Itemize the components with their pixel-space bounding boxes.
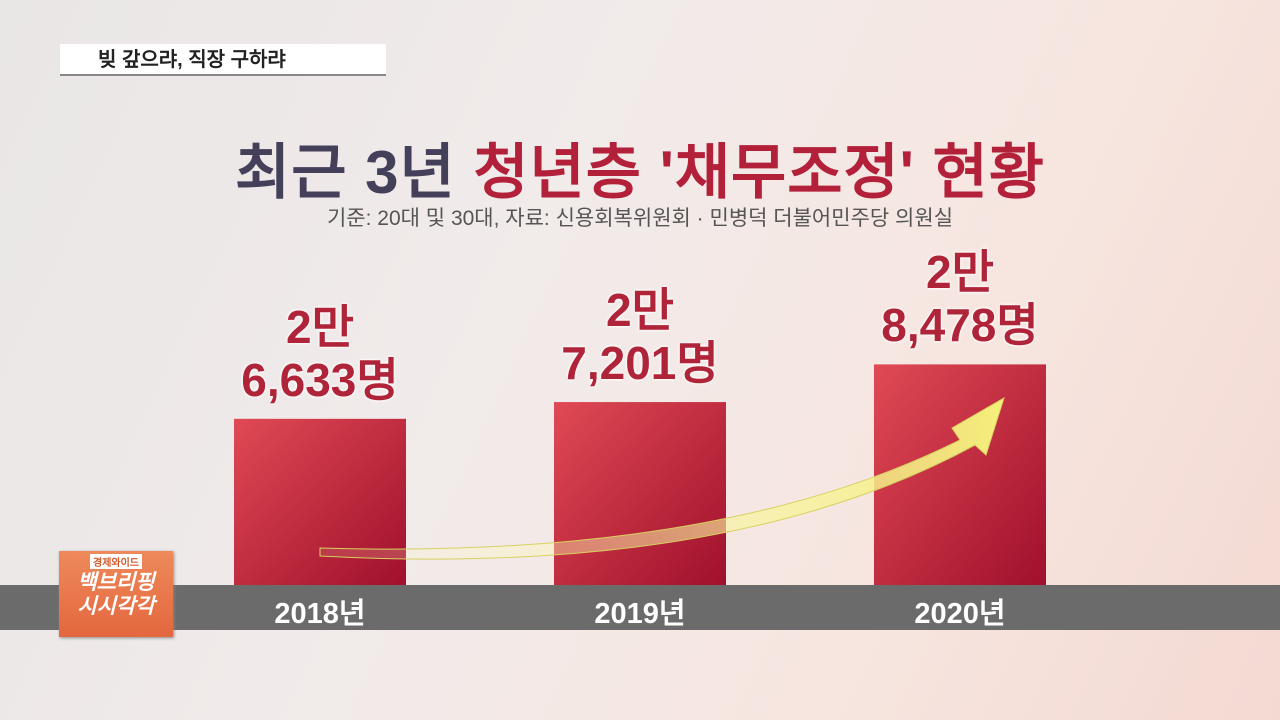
bar	[554, 402, 726, 585]
value-label: 2만 8,478명	[881, 246, 1039, 352]
program-logo: 경제와이드 백브리핑 시시각각	[59, 551, 173, 637]
trend-arrow	[319, 396, 1005, 560]
program-tag: 빚 갚으랴, 직장 구하랴	[60, 44, 386, 76]
title-highlight: 청년층 '채무조정' 현황	[473, 139, 1045, 206]
chart-title: 최근 3년 청년층 '채무조정' 현황	[0, 124, 1280, 211]
logo-top: 경제와이드	[90, 554, 142, 569]
x-tick-label: 2020년	[914, 598, 1006, 630]
logo-line: 백브리핑	[77, 571, 155, 594]
value-label: 2만 6,633명	[241, 300, 399, 406]
x-tick-label: 2018년	[274, 598, 366, 630]
title-lead: 최근 3년	[235, 139, 456, 206]
axis-band	[0, 585, 1280, 630]
bar	[234, 418, 406, 585]
logo-line: 시시각각	[77, 595, 155, 618]
x-tick-label: 2019년	[594, 598, 686, 630]
value-label: 2만 7,201명	[561, 284, 719, 389]
chart-subtitle: 기준: 20대 및 30대, 자료: 신용회복위원회 · 민병덕 더불어민주당 …	[326, 207, 954, 230]
